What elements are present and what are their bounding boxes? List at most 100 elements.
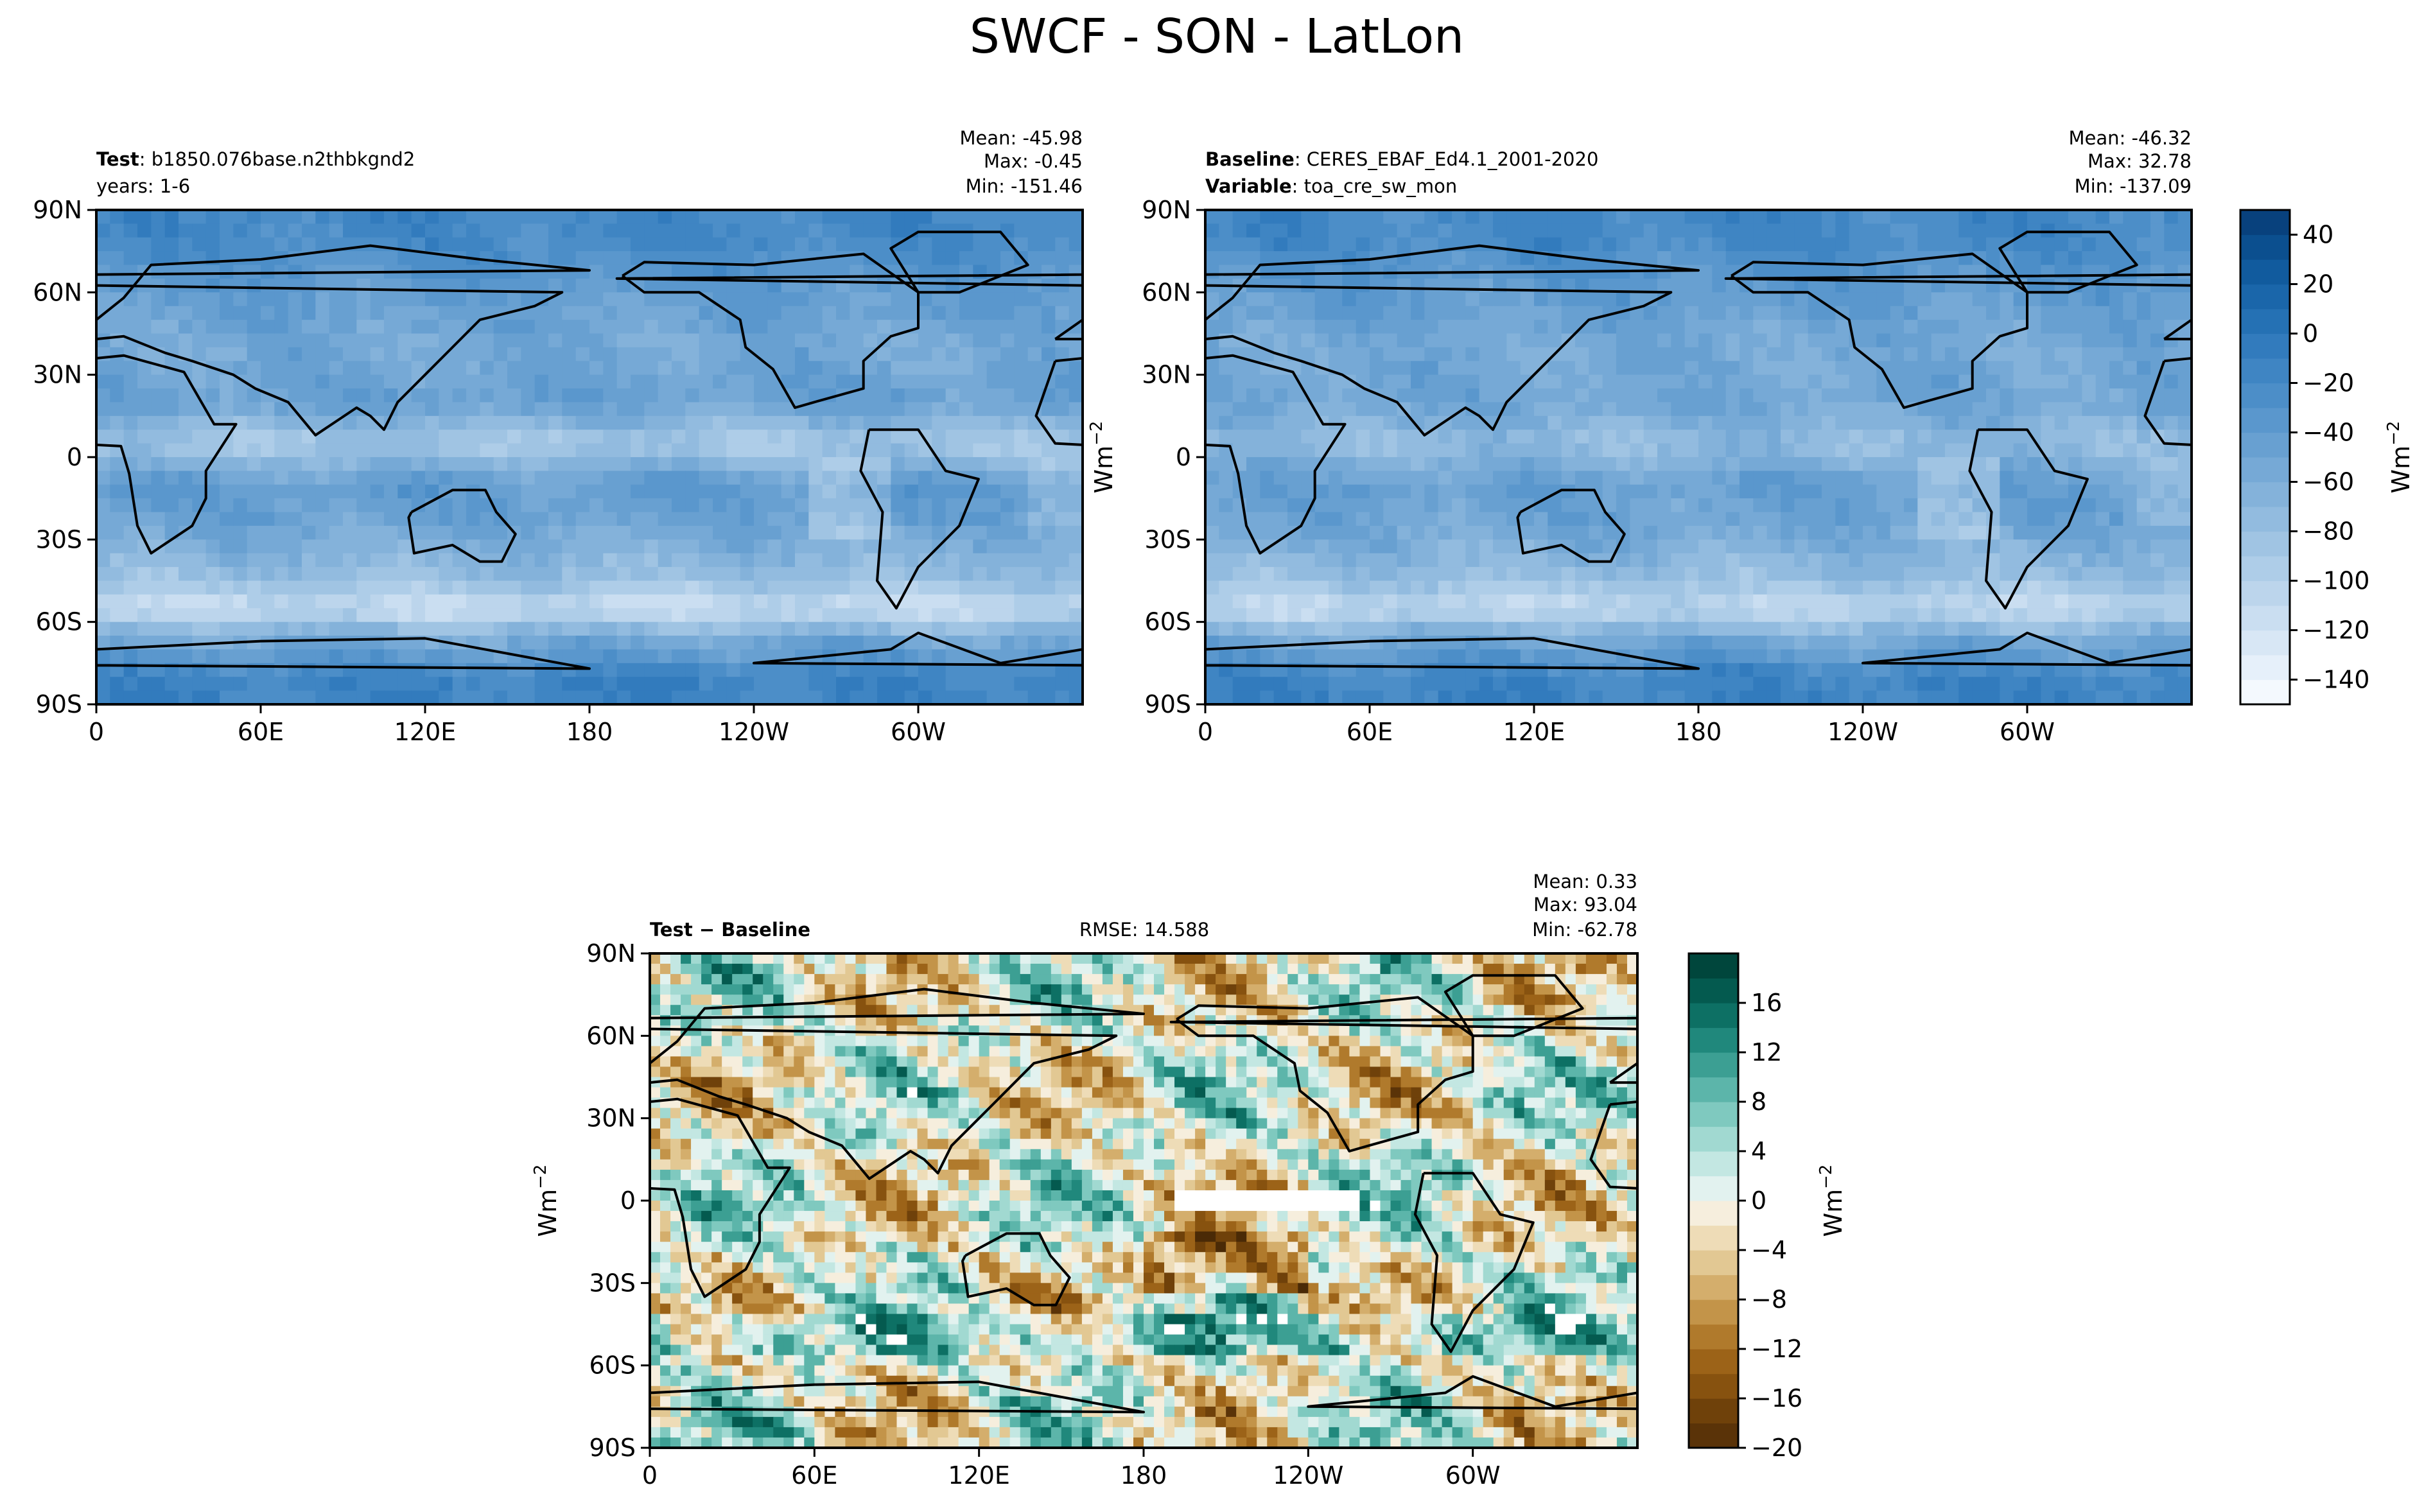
lat-tick-label: 30N [1142,361,1191,389]
coastline-3 [1413,1172,1535,1353]
diff-coastlines [650,974,1637,1448]
colorbar-tick-label: −100 [2303,567,2369,595]
colorbar-swatch [2240,309,2290,335]
coastline-6 [1862,631,2192,704]
colorbar-tick-label: −140 [2303,666,2369,694]
colorbar-tick-label: 20 [2303,270,2333,299]
colorbar-swatch [2240,679,2290,705]
colorbar-swatch [1689,1201,1738,1226]
lon-tick-label: 60W [891,718,946,746]
coastline-6 [1205,637,1700,704]
colorbar-tick-label: 8 [1751,1088,1766,1116]
lon-tick-label: 0 [89,718,104,746]
test-max: Max: -0.45 [984,150,1083,172]
colorbar-tick-label: −16 [1751,1384,1802,1412]
coastline-6 [1307,1375,1637,1448]
coastline-4 [1516,489,1626,563]
colorbar-diff: 16 12 8 4 0 −4 −8 −12 −16 −20 Wm−2 [1687,952,1847,1462]
colorbar-swatch [1689,1126,1738,1152]
coastline-1 [96,244,591,437]
colorbar-swatch [1689,1423,1738,1448]
colorbar-swatch [2240,531,2290,557]
lat-tick-label: 60N [33,278,82,306]
lat-tick-label: 90S [1145,690,1191,718]
test-coastlines [96,230,1083,704]
lon-tick-label: 60W [1445,1461,1501,1490]
colorbar-swatch [1689,1349,1738,1375]
coastline-3 [859,428,980,610]
colorbar-swatch [1689,1225,1738,1251]
lon-tick-label: 60E [238,718,284,746]
baseline-coastlines [1205,230,2192,704]
colorbar-swatch [2240,333,2290,359]
lat-tick-label: 60N [1142,278,1191,306]
colorbar-swatch [2240,630,2290,656]
colorbar-tick-label: −40 [2303,419,2354,447]
colorbar-tick-label: −4 [1751,1236,1787,1264]
colorbar-swatch [1689,978,1738,1004]
colorbar-swatch [2240,210,2290,236]
figure-title: SWCF - SON - LatLon [970,9,1464,64]
lat-tick-label: 90N [586,939,636,968]
diff-mean: Mean: 0.33 [1533,871,1637,892]
diff-label: Test − Baseline [650,919,810,941]
lon-tick-label: 120E [394,718,457,746]
coastline-0 [650,1097,791,1298]
test-label-text: : b1850.076base.n2thbkgnd2 [139,148,415,170]
lat-tick-label: 0 [67,443,82,471]
colorbar-swatch [1689,1299,1738,1325]
lon-tick-label: 60W [2000,718,2055,746]
baseline-min: Min: -137.09 [2075,175,2192,197]
lat-tick-label: 0 [620,1186,636,1215]
coastline-2 [1730,252,2028,409]
colorbar-swatch [1689,1324,1738,1350]
baseline-variable-bold: Variable [1205,175,1292,197]
colorbar-swatch [2240,457,2290,483]
coastline-2 [621,252,920,409]
lon-tick-label: 60E [1347,718,1393,746]
colorbar-tick-label: 4 [1751,1137,1766,1165]
lat-tick-label: 30N [33,361,82,389]
colorbar-abs: 40 20 0 −20 −40 −60 −80 −100 −120 −140 Wm−2 [2239,209,2415,706]
colorbar-tick-label: −60 [2303,468,2354,496]
baseline-label-bold: Baseline [1205,148,1295,170]
baseline-mean: Mean: -46.32 [2069,127,2192,149]
lat-tick-label: 60S [36,608,82,636]
colorbar-abs-frame [2239,209,2291,706]
colorbar-swatch [2240,507,2290,532]
colorbar-tick-label: 16 [1751,989,1782,1017]
colorbar-tick-label: 0 [1751,1186,1766,1215]
colorbar-tick-label: 0 [2303,320,2318,348]
colorbar-swatch [2240,408,2290,433]
test-map-field [96,210,1083,704]
colorbar-swatch [2240,482,2290,507]
lon-tick-label: 120W [719,718,789,746]
colorbar-swatch [1689,1027,1738,1053]
lat-tick-label: 30N [586,1104,636,1133]
colorbar-swatch [1689,953,1738,979]
lat-tick-label: 30S [36,525,82,553]
lat-tick-label: 0 [1176,443,1191,471]
colorbar-swatch [2240,284,2290,309]
colorbar-swatch [1689,1373,1738,1399]
lat-tick-label: 30S [1145,525,1191,553]
coastline-4 [407,489,517,563]
colorbar-swatch [1689,1151,1738,1177]
coastline-1 [650,987,1145,1180]
coastline-2 [1176,996,1474,1152]
baseline-label: Baseline: CERES_EBAF_Ed4.1_2001-2020 [1205,148,1598,170]
lon-tick-label: 120W [1273,1461,1343,1490]
lon-tick-label: 60E [791,1461,837,1490]
test-mean: Mean: -45.98 [960,127,1083,149]
colorbar-swatch [2240,432,2290,458]
lon-tick-label: 120E [948,1461,1010,1490]
colorbar-swatch [1689,1003,1738,1029]
coastline-6 [753,631,1083,704]
colorbar-swatch [1689,1176,1738,1201]
lon-tick-label: 0 [1198,718,1213,746]
lat-tick-label: 30S [589,1269,636,1297]
colorbar-swatch [2240,358,2290,384]
